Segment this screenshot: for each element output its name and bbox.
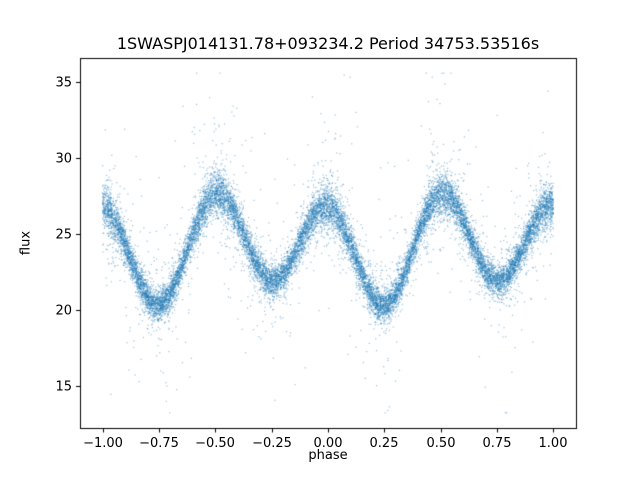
x-tick-label: −0.25	[252, 436, 292, 451]
y-tick-label: 30	[55, 151, 72, 166]
x-tick-label: 0.75	[482, 436, 512, 451]
x-tick-label: 1.00	[538, 436, 568, 451]
x-axis-label: phase	[308, 448, 348, 463]
y-tick-label: 15	[55, 379, 72, 394]
y-axis-label: flux	[18, 230, 34, 256]
y-tick-label: 25	[55, 227, 72, 242]
y-tick-label: 20	[55, 303, 72, 318]
x-tick-label: −1.00	[83, 436, 123, 451]
x-tick-label: 0.50	[426, 436, 456, 451]
x-tick-label: −0.75	[139, 436, 179, 451]
x-tick-label: 0.25	[369, 436, 399, 451]
x-tick-label: 0.00	[313, 436, 343, 451]
x-tick-label: −0.50	[195, 436, 235, 451]
chart-title: 1SWASPJ014131.78+093234.2 Period 34753.5…	[116, 34, 540, 53]
y-tick-label: 35	[55, 75, 72, 90]
